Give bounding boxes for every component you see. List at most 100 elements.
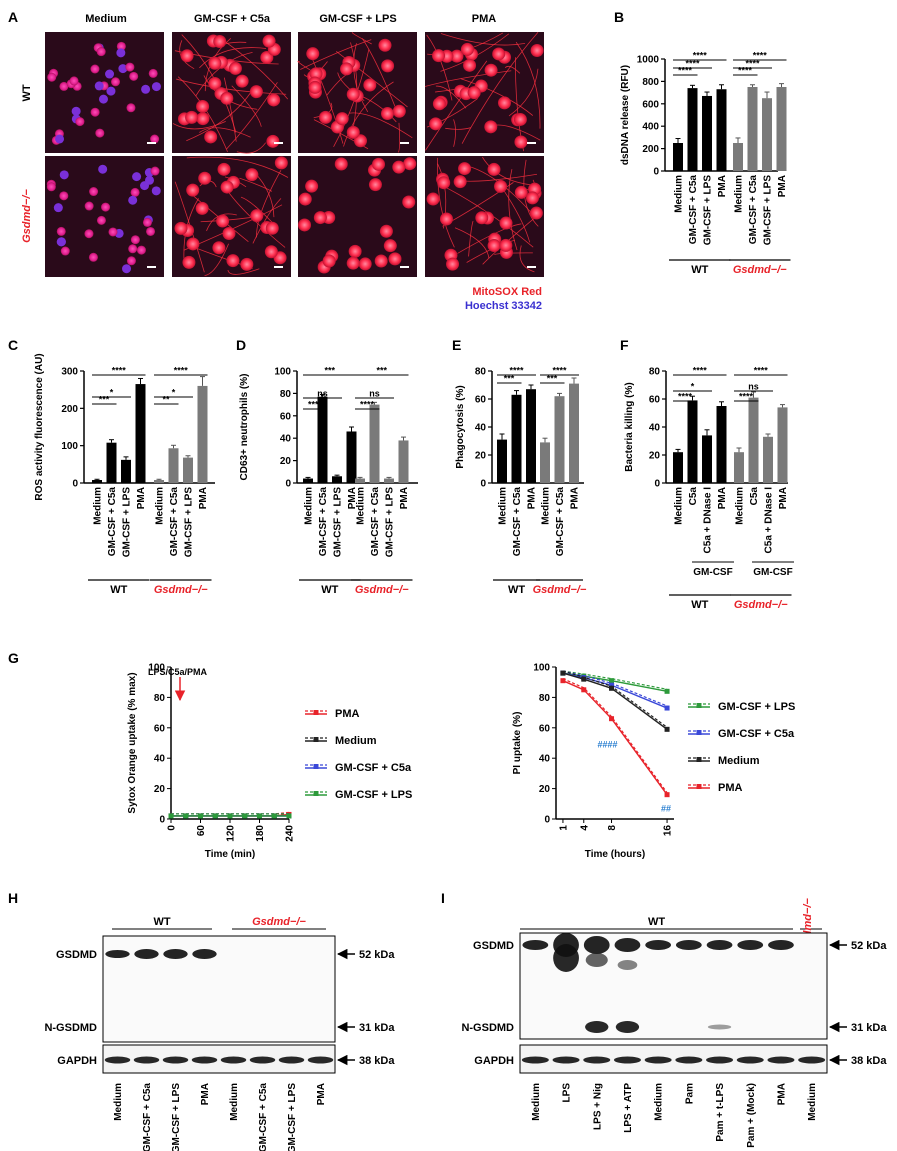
x-tick-label: PMA: [347, 487, 358, 509]
band-gapdh: [706, 1056, 734, 1064]
cell: [484, 120, 498, 134]
y-axis-title: Phagocytosis (%): [455, 385, 466, 468]
group-label: WT: [153, 916, 170, 928]
y-axis-title: Bacteria killing (%): [624, 382, 635, 471]
net-fiber: [425, 60, 488, 151]
bar: [673, 143, 683, 171]
cell: [125, 62, 135, 72]
net-fiber: [226, 82, 278, 150]
legend-marker: [696, 730, 702, 735]
bar: [569, 383, 579, 483]
scale-bar: [400, 266, 409, 268]
cell: [126, 103, 136, 113]
cell: [84, 201, 94, 211]
net-fiber: [351, 32, 372, 45]
stain-label-hoechst: Hoechst 33342: [465, 300, 542, 312]
cell: [492, 47, 506, 61]
y-tick-label: 80: [280, 389, 292, 400]
data-point: [609, 716, 615, 722]
legend-marker: [696, 757, 702, 762]
band-gsdmd: [768, 940, 794, 950]
net-fiber: [186, 92, 252, 142]
y-tick-label: 20: [539, 784, 551, 795]
cell: [174, 221, 188, 235]
significance-label: ****: [693, 366, 708, 376]
data-point: [581, 676, 587, 682]
net-fiber: [519, 245, 535, 273]
panel-letters: A B C D E F G H I: [8, 9, 629, 906]
cell: [453, 175, 467, 189]
data-point: [212, 813, 218, 819]
significance-mark: ##: [661, 803, 671, 813]
scale-bar: [274, 142, 283, 144]
series-line: [562, 680, 668, 796]
cell: [322, 254, 336, 268]
net-fiber: [453, 119, 456, 147]
band-gsdmd: [192, 949, 217, 959]
y-tick-label: 80: [649, 367, 661, 378]
cell: [446, 257, 460, 271]
x-tick-label: PMA: [717, 487, 728, 509]
chart-c: 0 100 200 300 ROS activity fluorescence (AU)…: [34, 353, 215, 596]
x-tick-label: 180: [255, 825, 266, 842]
cell: [426, 192, 440, 206]
band-gapdh: [278, 1056, 305, 1064]
x-tick-label: Medium: [735, 487, 746, 525]
band-gapdh: [736, 1056, 764, 1064]
y-tick-label: 60: [475, 395, 487, 406]
row-label-gsdmd: Gsdmd−/−: [21, 189, 33, 243]
panel-letter-d: D: [236, 337, 246, 353]
net-fiber: [174, 181, 205, 273]
x-tick-label: GM-CSF + C5a: [555, 487, 566, 557]
kda-label: 38 kDa: [359, 1055, 395, 1067]
significance-label: ***: [547, 374, 558, 384]
bar: [734, 452, 744, 483]
bar: [702, 95, 712, 171]
cell: [514, 185, 528, 199]
net-fiber: [236, 142, 267, 154]
column-header-c5a: GM-CSF + C5a: [194, 13, 271, 25]
band-smear: [553, 944, 579, 972]
group-label: WT: [508, 584, 525, 596]
lane-label: Pam + t-LPS: [715, 1083, 726, 1142]
cell: [195, 201, 209, 215]
column-header-lps: GM-CSF + LPS: [319, 13, 396, 25]
bar: [716, 406, 727, 483]
net-fiber: [223, 77, 237, 142]
cell: [56, 237, 66, 247]
row-label-gapdh: GAPDH: [57, 1055, 97, 1067]
net-fiber: [256, 169, 282, 238]
cell: [142, 217, 152, 227]
cell: [484, 63, 498, 77]
band-gsdmd: [105, 950, 130, 958]
cell: [487, 239, 501, 253]
band-gsdmd: [645, 940, 672, 950]
cell: [381, 59, 395, 73]
net-fiber: [176, 78, 287, 95]
cell: [358, 257, 372, 271]
net-fiber: [313, 102, 333, 119]
x-tick-label: GM-CSF + LPS: [333, 487, 344, 558]
bar: [398, 440, 409, 483]
cell: [334, 157, 348, 171]
x-tick-label: 1: [558, 825, 569, 831]
significance-label: ****: [308, 400, 323, 410]
significance-label: ****: [678, 66, 693, 76]
cell: [298, 192, 312, 206]
data-point: [664, 688, 670, 694]
cell: [60, 246, 70, 256]
y-tick-label: 20: [649, 451, 661, 462]
cell: [467, 86, 481, 100]
y-tick-label: 0: [480, 479, 486, 490]
x-tick-label: 120: [226, 825, 237, 842]
net-fiber: [434, 88, 456, 93]
y-tick-label: 800: [642, 77, 659, 88]
significance-label: ****: [753, 51, 768, 61]
cell: [141, 84, 151, 94]
cell: [487, 162, 501, 176]
cell: [530, 43, 544, 57]
kda-label: 52 kDa: [851, 940, 887, 952]
band-gsdmd: [675, 940, 702, 950]
series-line-dashed: [562, 678, 668, 794]
y-tick-label: 80: [475, 367, 487, 378]
